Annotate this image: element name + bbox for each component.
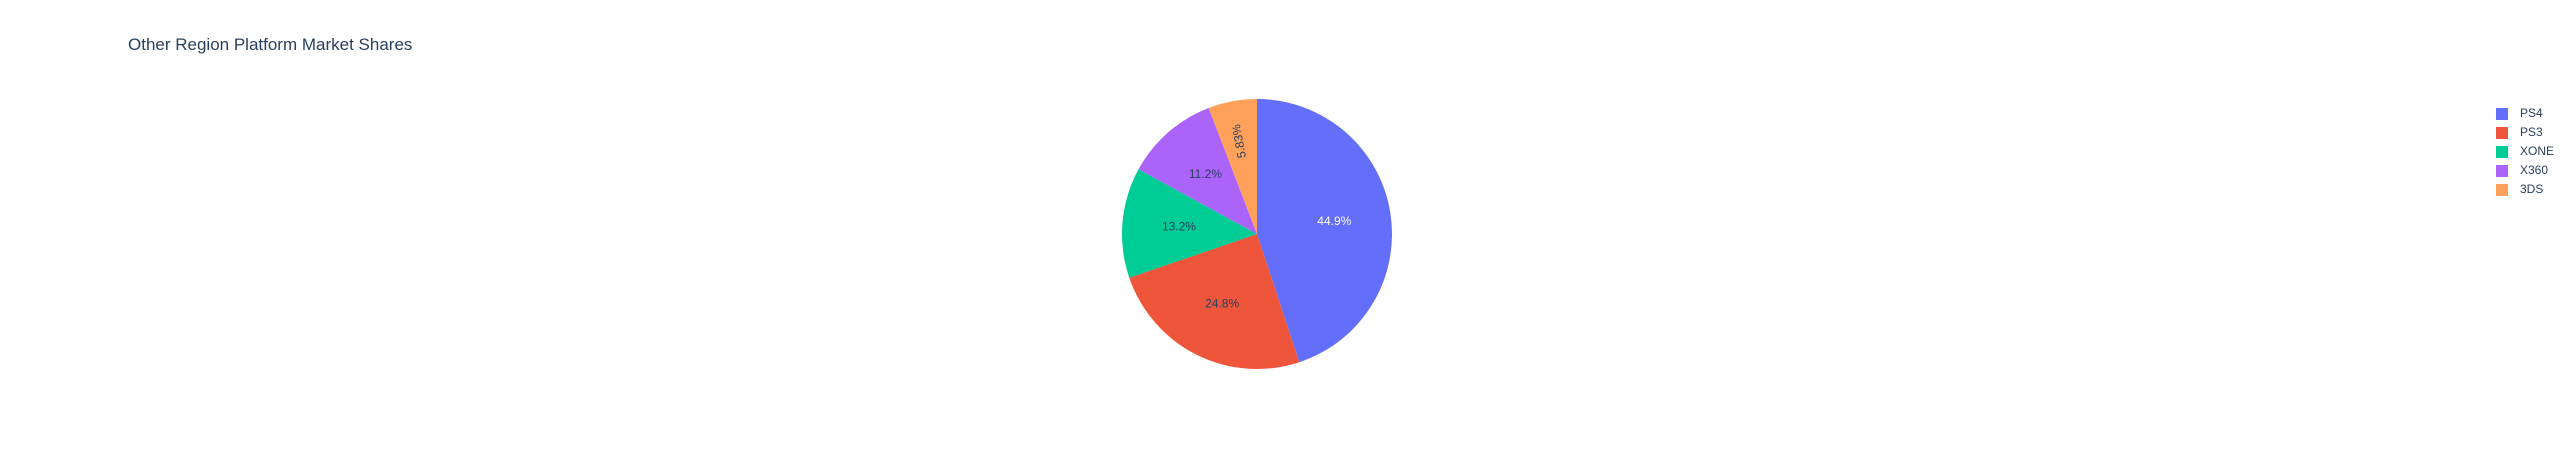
legend-swatch-3ds[interactable] [2496, 184, 2508, 196]
legend-swatch-x360[interactable] [2496, 165, 2508, 177]
pie-slice-xone[interactable] [1122, 169, 1257, 278]
slice-label-ps3: 24.8% [1205, 296, 1239, 310]
legend-label-x360[interactable]: X360 [2520, 163, 2548, 177]
pie-slice-3ds[interactable] [1208, 99, 1257, 234]
legend-label-xone[interactable]: XONE [2520, 144, 2554, 158]
legend-label-ps3[interactable]: PS3 [2520, 125, 2543, 139]
legend-label-3ds[interactable]: 3DS [2520, 182, 2543, 196]
pie-slice-x360[interactable] [1138, 107, 1257, 234]
chart-title: Other Region Platform Market Shares [128, 35, 412, 54]
legend-swatch-ps4[interactable] [2496, 108, 2508, 120]
slice-label-xone: 13.2% [1162, 220, 1196, 234]
pie-slice-labels: 44.9% 24.8% 13.2% 11.2% 5.83% [1162, 123, 1352, 310]
legend-label-ps4[interactable]: PS4 [2520, 106, 2543, 120]
slice-label-x360: 11.2% [1189, 167, 1222, 181]
legend-swatch-ps3[interactable] [2496, 127, 2508, 139]
legend-swatch-xone[interactable] [2496, 146, 2508, 158]
pie-slice-ps3[interactable] [1129, 234, 1300, 369]
slice-label-ps4: 44.9% [1317, 214, 1351, 228]
pie-slice-ps4[interactable] [1257, 99, 1392, 363]
pie-slices [1122, 99, 1392, 369]
slice-label-3ds: 5.83% [1229, 123, 1249, 159]
legend: PS4 PS3 XONE X360 3DS [2496, 106, 2554, 196]
